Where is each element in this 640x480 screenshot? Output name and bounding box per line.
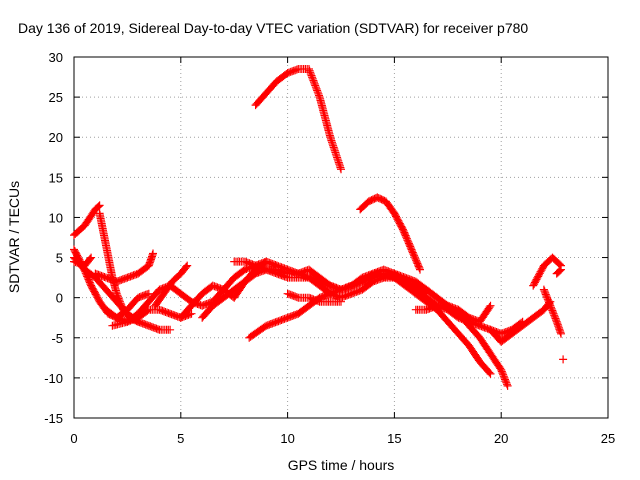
- y-tick-label: 10: [49, 210, 63, 225]
- series-track-5: [70, 253, 96, 270]
- data-point-markers: [411, 301, 495, 326]
- x-tick-label: 5: [177, 431, 184, 446]
- series-track-24: [552, 265, 565, 278]
- series-track-6: [91, 249, 157, 286]
- series-track-13: [251, 65, 345, 174]
- y-tick-label: -10: [44, 371, 63, 386]
- x-tick-label: 25: [601, 431, 615, 446]
- y-tick-label: 20: [49, 130, 63, 145]
- series-track-22: [529, 253, 565, 290]
- data-point-markers: [356, 193, 424, 274]
- y-tick-label: -15: [44, 411, 63, 426]
- data-point-markers: [559, 355, 568, 364]
- x-tick-label: 20: [494, 431, 508, 446]
- y-tick-label: 25: [49, 90, 63, 105]
- data-point-markers: [70, 201, 104, 240]
- y-tick-labels: -15 -10 -5 0 5 10 15 20 25 30: [44, 50, 63, 426]
- data-point-markers: [70, 253, 96, 270]
- grid: [74, 57, 608, 418]
- x-tick-labels: 0 5 10 15 20 25: [70, 431, 615, 446]
- series-track-17: [356, 193, 424, 274]
- series-track-23: [539, 285, 565, 338]
- data-point-markers: [108, 257, 271, 330]
- y-tick-label: 0: [56, 291, 63, 306]
- y-tick-label: -5: [51, 331, 63, 346]
- data-point-markers: [486, 297, 555, 346]
- data-point-markers: [283, 289, 345, 306]
- series-track-21: [486, 297, 555, 346]
- data-point-markers: [151, 261, 192, 310]
- series-track-8: [108, 257, 271, 330]
- series-track-25: [559, 355, 568, 364]
- data-point-markers: [539, 285, 565, 338]
- data-point-markers: [552, 265, 565, 278]
- series-group: [70, 65, 568, 390]
- data-point-markers: [251, 65, 345, 174]
- chart-title: Day 136 of 2019, Sidereal Day-to-day VTE…: [18, 20, 528, 36]
- y-tick-label: 5: [56, 251, 63, 266]
- x-axis-title: GPS time / hours: [288, 457, 395, 473]
- series-track-1: [70, 201, 104, 240]
- plot-frame: [73, 56, 609, 419]
- series-track-20: [411, 301, 495, 326]
- data-point-markers: [91, 249, 157, 286]
- axis-ticks: [73, 56, 609, 419]
- x-tick-label: 10: [280, 431, 294, 446]
- y-tick-label: 30: [49, 50, 63, 65]
- y-tick-label: 15: [49, 170, 63, 185]
- data-point-markers: [529, 253, 565, 290]
- y-axis-title: SDTVAR / TECUs: [6, 181, 22, 293]
- x-tick-label: 15: [387, 431, 401, 446]
- series-track-16: [283, 289, 345, 306]
- series-track-9: [151, 261, 192, 310]
- x-tick-label: 0: [70, 431, 77, 446]
